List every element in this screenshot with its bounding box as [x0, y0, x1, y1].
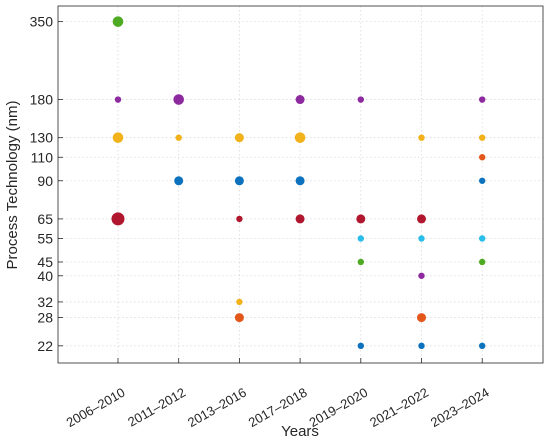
y-tick-label: 130	[30, 130, 54, 146]
data-point	[418, 134, 425, 141]
data-point	[295, 214, 305, 224]
x-axis-label: Years	[281, 423, 319, 440]
y-tick-label: 180	[30, 92, 54, 108]
y-tick-label: 110	[31, 149, 54, 165]
data-point	[295, 176, 305, 186]
data-point	[479, 258, 486, 266]
data-point	[356, 214, 366, 224]
data-point	[294, 132, 306, 143]
y-axis-label: Process Technology (nm)	[4, 101, 21, 270]
data-points	[111, 16, 486, 350]
y-tick-label: 55	[37, 230, 53, 246]
data-point	[357, 258, 364, 266]
data-point	[479, 342, 486, 350]
y-tick-label: 350	[30, 14, 54, 30]
data-point	[236, 298, 243, 306]
data-point	[417, 313, 426, 323]
x-tick-label: 2011–2012	[125, 385, 188, 430]
data-point	[418, 342, 425, 350]
y-tick-label: 90	[37, 173, 53, 189]
data-point	[111, 212, 125, 226]
data-point	[479, 235, 486, 242]
data-point	[236, 215, 243, 223]
data-point	[479, 134, 486, 141]
y-tick-label: 40	[37, 268, 53, 284]
data-point	[234, 313, 244, 323]
data-point	[234, 176, 244, 186]
y-tick-label: 22	[37, 338, 53, 354]
data-point	[173, 94, 184, 105]
x-tick-label: 2006–2010	[64, 385, 128, 431]
data-point	[357, 342, 364, 350]
y-tick-label: 28	[37, 310, 53, 326]
data-point	[479, 154, 486, 161]
data-point	[357, 96, 364, 103]
data-point	[418, 272, 425, 279]
data-point	[174, 176, 184, 186]
x-tick-label: 2013–2016	[185, 385, 249, 431]
data-point	[112, 16, 124, 27]
x-tick-label: 2021–2022	[367, 385, 431, 431]
data-point	[479, 177, 486, 184]
y-tick-label: 45	[37, 254, 53, 270]
data-point	[175, 134, 182, 141]
data-point	[417, 214, 426, 224]
data-point	[114, 96, 122, 103]
x-axis: 2006–20102011–20122013–20162017–20182019…	[64, 358, 492, 430]
data-point	[112, 132, 124, 143]
y-tick-label: 65	[37, 211, 53, 227]
data-point	[479, 96, 486, 103]
x-tick-label: 2023–2024	[428, 385, 492, 431]
y-tick-label: 32	[37, 294, 53, 310]
data-point	[357, 235, 364, 242]
data-point	[418, 235, 425, 242]
data-point	[295, 95, 305, 105]
data-point	[234, 133, 244, 143]
